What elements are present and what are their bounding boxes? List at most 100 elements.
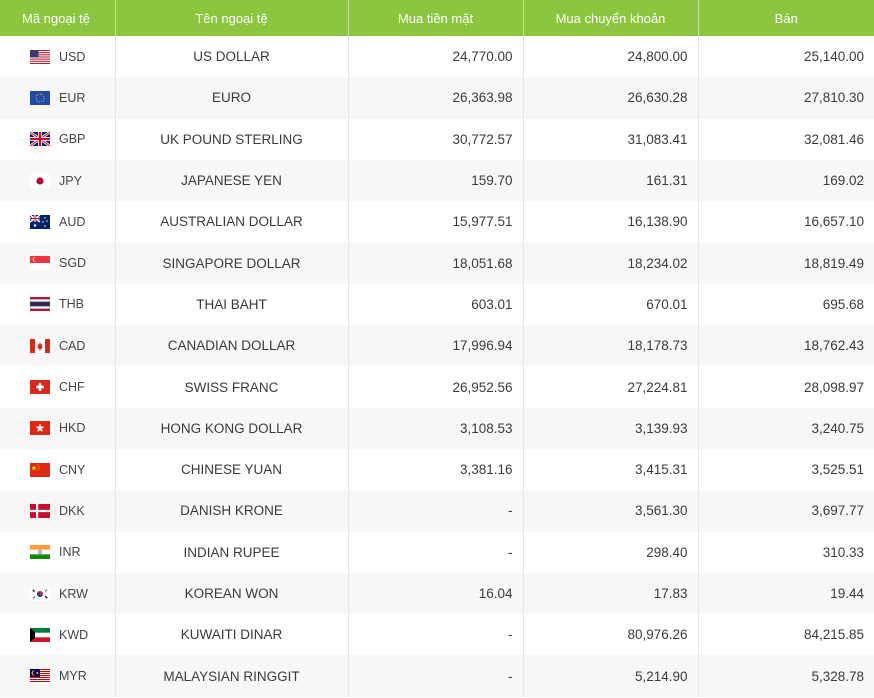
currency-code-cell: AUD bbox=[0, 201, 116, 243]
currency-code-cell: EUR bbox=[0, 77, 116, 119]
transfer-buy-rate: 31,083.41 bbox=[523, 118, 699, 160]
eu-flag-icon bbox=[30, 90, 50, 105]
sell-rate: 27,810.30 bbox=[698, 77, 874, 119]
table-row: SGD SINGAPORE DOLLAR 18,051.68 18,234.02 18,… bbox=[0, 242, 874, 284]
currency-code-wrap: USD bbox=[30, 49, 115, 64]
currency-code-wrap: MYR bbox=[30, 669, 115, 684]
sell-rate: 310.33 bbox=[698, 531, 874, 573]
table-row: KRW KOREAN WON 16.04 17.83 19.44 bbox=[0, 572, 874, 615]
currency-name: SINGAPORE DOLLAR bbox=[115, 242, 349, 284]
cash-buy-rate: - bbox=[348, 614, 524, 656]
currency-code-wrap: EUR bbox=[30, 90, 115, 105]
transfer-buy-rate: 26,630.28 bbox=[523, 77, 699, 119]
ca-flag-icon bbox=[30, 338, 50, 353]
sell-rate: 32,081.46 bbox=[698, 118, 874, 160]
transfer-buy-rate: 5,214.90 bbox=[523, 655, 699, 697]
sell-rate: 3,240.75 bbox=[698, 407, 874, 449]
sell-rate: 695.68 bbox=[698, 283, 874, 326]
table-row: HKD HONG KONG DOLLAR 3,108.53 3,139.93 3,240… bbox=[0, 407, 874, 449]
column-header-code: Mã ngoại tệ bbox=[0, 0, 116, 36]
currency-code-cell: JPY bbox=[0, 159, 116, 202]
currency-code: KRW bbox=[59, 586, 88, 601]
currency-code-wrap: CHF bbox=[30, 380, 115, 395]
sell-rate: 18,819.49 bbox=[698, 242, 874, 284]
transfer-buy-rate: 18,178.73 bbox=[523, 325, 699, 367]
table-row: GBP UK POUND STERLING 30,772.57 31,083.41 32… bbox=[0, 118, 874, 160]
jp-flag-icon bbox=[30, 173, 50, 188]
currency-code-cell: CAD bbox=[0, 325, 116, 367]
table-row: AUD AUSTRALIAN DOLLAR 15,977.51 16,138.90 16… bbox=[0, 201, 874, 243]
currency-name: AUSTRALIAN DOLLAR bbox=[115, 201, 349, 243]
transfer-buy-rate: 18,234.02 bbox=[523, 242, 699, 284]
currency-code-cell: HKD bbox=[0, 407, 116, 449]
table-body: USD US DOLLAR 24,770.00 24,800.00 25,140.00 E… bbox=[0, 36, 874, 697]
currency-code: GBP bbox=[59, 132, 86, 147]
currency-name: US DOLLAR bbox=[115, 36, 349, 78]
transfer-buy-rate: 16,138.90 bbox=[523, 201, 699, 243]
currency-name: MALAYSIAN RINGGIT bbox=[115, 655, 349, 697]
gb-flag-icon bbox=[30, 132, 50, 147]
transfer-buy-rate: 161.31 bbox=[523, 159, 699, 202]
cash-buy-rate: 3,108.53 bbox=[348, 407, 524, 449]
currency-code-wrap: KRW bbox=[30, 586, 115, 601]
kw-flag-icon bbox=[30, 627, 50, 642]
au-flag-icon bbox=[30, 214, 50, 229]
currency-code: AUD bbox=[59, 214, 86, 229]
currency-code-cell: DKK bbox=[0, 490, 116, 532]
cash-buy-rate: 17,996.94 bbox=[348, 325, 524, 367]
kr-flag-icon bbox=[30, 586, 50, 601]
table-row: INR INDIAN RUPEE -298.40 310.33 bbox=[0, 531, 874, 573]
table-row: MYR MALAYSIAN RINGGIT -5,214.90 5,328.78 bbox=[0, 655, 874, 697]
currency-code-cell: MYR bbox=[0, 655, 116, 697]
cash-buy-rate: 24,770.00 bbox=[348, 36, 524, 78]
currency-code-wrap: AUD bbox=[30, 214, 115, 229]
transfer-buy-rate: 27,224.81 bbox=[523, 366, 699, 408]
header-row: Mã ngoại tệ Tên ngoại tệ Mua tiền mặt Mu… bbox=[0, 0, 874, 36]
transfer-buy-rate: 3,415.31 bbox=[523, 448, 699, 491]
currency-code: CNY bbox=[59, 462, 86, 477]
sell-rate: 19.44 bbox=[698, 572, 874, 615]
currency-code-wrap: THB bbox=[30, 297, 115, 312]
currency-code-wrap: SGD bbox=[30, 256, 115, 271]
currency-name: CHINESE YUAN bbox=[115, 448, 349, 491]
currency-code-wrap: INR bbox=[30, 545, 115, 560]
sell-rate: 25,140.00 bbox=[698, 36, 874, 78]
currency-name: UK POUND STERLING bbox=[115, 118, 349, 160]
cash-buy-rate: 159.70 bbox=[348, 159, 524, 202]
currency-name: HONG KONG DOLLAR bbox=[115, 407, 349, 449]
cash-buy-rate: 16.04 bbox=[348, 572, 524, 615]
transfer-buy-rate: 17.83 bbox=[523, 572, 699, 615]
table-row: THB THAI BAHT 603.01 670.01 695.68 bbox=[0, 283, 874, 326]
column-header-transfer-buy: Mua chuyển khoản bbox=[523, 0, 699, 36]
cash-buy-rate: - bbox=[348, 655, 524, 697]
currency-code-cell: SGD bbox=[0, 242, 116, 284]
currency-code: HKD bbox=[59, 421, 86, 436]
currency-code: CHF bbox=[59, 380, 85, 395]
sell-rate: 169.02 bbox=[698, 159, 874, 202]
cash-buy-rate: 26,363.98 bbox=[348, 77, 524, 119]
hk-flag-icon bbox=[30, 421, 50, 436]
currency-name: KOREAN WON bbox=[115, 572, 349, 615]
sell-rate: 3,525.51 bbox=[698, 448, 874, 491]
transfer-buy-rate: 80,976.26 bbox=[523, 614, 699, 656]
currency-name: DANISH KRONE bbox=[115, 490, 349, 532]
my-flag-icon bbox=[30, 669, 50, 684]
table-row: JPY JAPANESE YEN 159.70 161.31 169.02 bbox=[0, 159, 874, 202]
currency-code-cell: INR bbox=[0, 531, 116, 573]
table-row: CNY CHINESE YUAN 3,381.16 3,415.31 3,525.51 bbox=[0, 448, 874, 491]
currency-code: JPY bbox=[59, 173, 82, 188]
currency-code-wrap: GBP bbox=[30, 132, 115, 147]
transfer-buy-rate: 670.01 bbox=[523, 283, 699, 326]
cash-buy-rate: 3,381.16 bbox=[348, 448, 524, 491]
currency-code-cell: USD bbox=[0, 36, 116, 78]
table-row: KWD KUWAITI DINAR -80,976.26 84,215.85 bbox=[0, 614, 874, 656]
currency-code-cell: THB bbox=[0, 283, 116, 326]
currency-code-wrap: CNY bbox=[30, 462, 115, 477]
column-header-name: Tên ngoại tệ bbox=[115, 0, 349, 36]
cash-buy-rate: 26,952.56 bbox=[348, 366, 524, 408]
currency-code-wrap: CAD bbox=[30, 338, 115, 353]
column-header-cash-buy: Mua tiền mặt bbox=[348, 0, 524, 36]
dk-flag-icon bbox=[30, 503, 50, 518]
sell-rate: 5,328.78 bbox=[698, 655, 874, 697]
